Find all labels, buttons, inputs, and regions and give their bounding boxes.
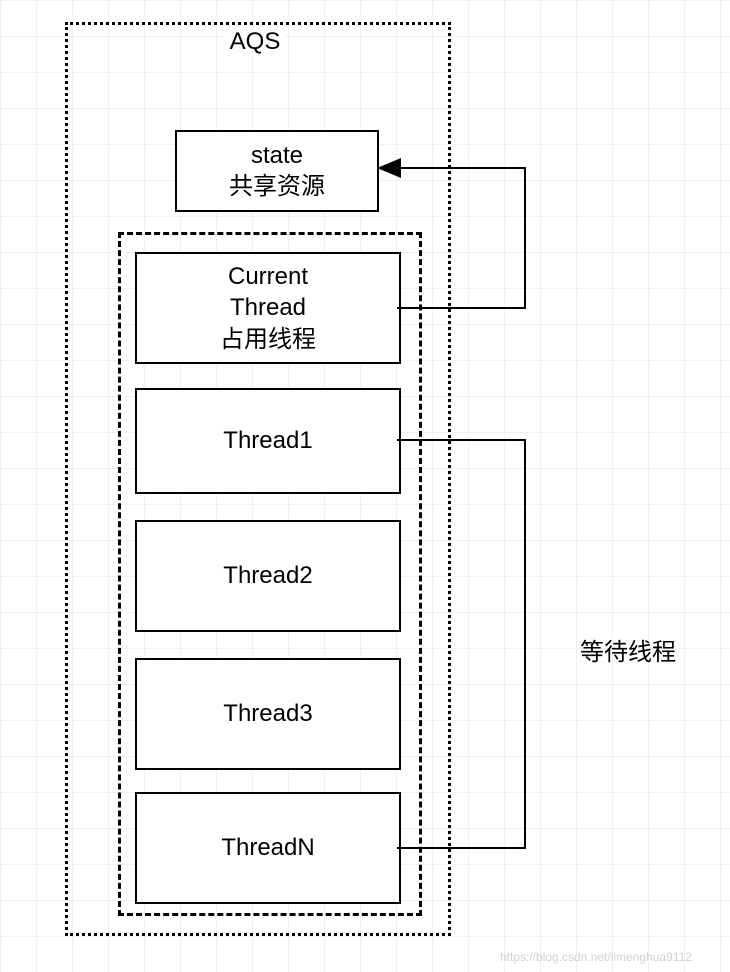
threadn-box: ThreadN: [135, 792, 401, 904]
thread2-box: Thread2: [135, 520, 401, 632]
current-thread-line1: Current: [228, 261, 308, 292]
current-thread-line3: 占用线程: [220, 324, 316, 355]
thread3-box: Thread3: [135, 658, 401, 770]
thread3-label: Thread3: [223, 698, 312, 729]
state-box: state 共享资源: [175, 130, 379, 212]
state-line2: 共享资源: [229, 171, 325, 202]
watermark-text: https://blog.csdn.net/limenghua9112: [500, 950, 692, 964]
current-thread-box: Current Thread 占用线程: [135, 252, 401, 364]
current-thread-line2: Thread: [230, 292, 306, 323]
thread1-label: Thread1: [223, 425, 312, 456]
waiting-threads-label: 等待线程: [580, 632, 676, 667]
threadn-label: ThreadN: [221, 832, 314, 863]
thread2-label: Thread2: [223, 560, 312, 591]
thread1-box: Thread1: [135, 388, 401, 494]
state-line1: state: [251, 140, 303, 171]
